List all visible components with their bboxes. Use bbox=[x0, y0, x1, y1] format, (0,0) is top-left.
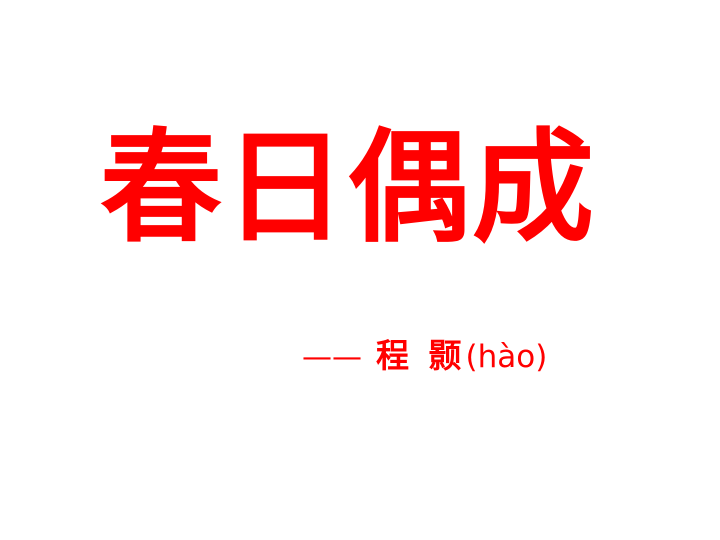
author-name-pinyin: (hào) bbox=[465, 339, 548, 375]
author-byline: —— 程 颢(hào) bbox=[302, 334, 547, 378]
poem-title: 春日偶成 bbox=[100, 117, 596, 259]
byline-dash: —— bbox=[302, 340, 362, 375]
author-name: 程 颢 bbox=[376, 336, 466, 375]
